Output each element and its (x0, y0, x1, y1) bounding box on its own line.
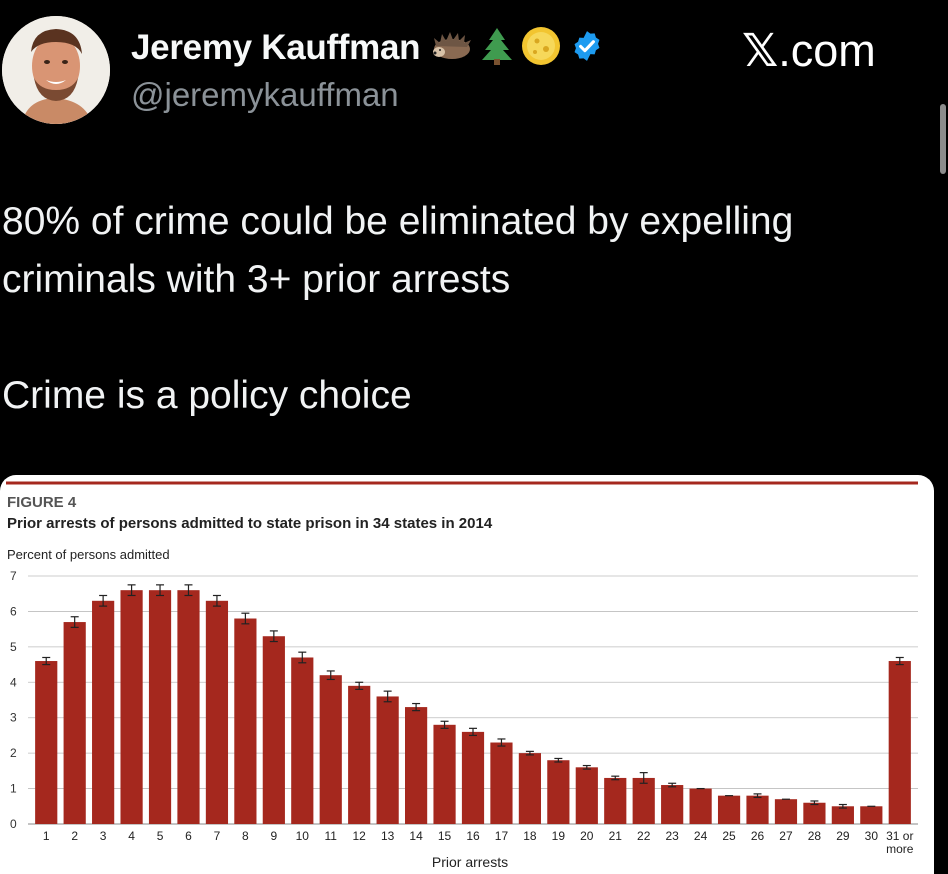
x-tick-label: 16 (466, 829, 480, 843)
bar (575, 767, 598, 824)
bar (291, 657, 314, 824)
bar (518, 753, 541, 824)
x-tick-label: 20 (580, 829, 594, 843)
bar (774, 799, 798, 824)
x-tick-label: 9 (270, 829, 277, 843)
bar (717, 795, 741, 824)
tweet-line: Crime is a policy choice (2, 374, 412, 417)
bar (661, 785, 684, 824)
x-tick-label: 2 (71, 829, 78, 843)
x-axis-label: Prior arrests (432, 854, 508, 870)
bar (803, 802, 826, 824)
y-tick-label: 5 (10, 640, 17, 654)
x-tick-label: 31 or (886, 829, 913, 843)
bar (888, 661, 911, 824)
x-tick-label: 17 (495, 829, 509, 843)
figure-label: FIGURE 4 (7, 494, 77, 511)
x-tick-label: 8 (242, 829, 249, 843)
bar (348, 685, 371, 824)
x-tick-label: 21 (609, 829, 623, 843)
bar (746, 795, 769, 824)
bar (831, 806, 854, 824)
x-tick-label: 26 (751, 829, 765, 843)
bar (547, 760, 570, 824)
x-tick-label: 27 (779, 829, 793, 843)
x-tick-label: 30 (865, 829, 879, 843)
bar-chart: FIGURE 4 Prior arrests of persons admitt… (6, 481, 918, 870)
scrollbar[interactable] (940, 104, 946, 174)
bar (92, 600, 115, 824)
bar (205, 600, 229, 824)
bar (604, 777, 627, 824)
chart-image[interactable]: FIGURE 4 Prior arrests of persons admitt… (0, 475, 934, 874)
x-tick-label: 14 (409, 829, 423, 843)
bar (433, 724, 456, 824)
x-tick-label: 25 (722, 829, 736, 843)
author-name-row: Jeremy Kauffman (131, 26, 604, 70)
x-tick-label: 19 (552, 829, 566, 843)
x-tick-label: 11 (325, 829, 338, 843)
x-tick-label: 22 (637, 829, 651, 843)
verified-badge-icon (570, 29, 604, 68)
y-tick-label: 4 (10, 675, 17, 689)
x-tick-label: 15 (438, 829, 452, 843)
y-tick-label: 3 (10, 711, 17, 725)
x-tick-label: 6 (185, 829, 192, 843)
x-tick-label: 4 (128, 829, 135, 843)
evergreen-tree-icon (480, 26, 514, 71)
x-tick-label: 10 (296, 829, 310, 843)
bar (177, 590, 200, 824)
x-tick-label: 13 (381, 829, 395, 843)
bar (632, 777, 655, 824)
x-tick-label: 23 (665, 829, 679, 843)
y-axis-label: Percent of persons admitted (7, 547, 170, 562)
author-name[interactable]: Jeremy Kauffman (131, 28, 421, 67)
bar (262, 636, 285, 824)
site-domain: .com (778, 25, 876, 76)
bar (234, 618, 257, 824)
chart-title: Prior arrests of persons admitted to sta… (7, 515, 493, 532)
hedgehog-icon (430, 30, 474, 67)
coin-icon (520, 25, 562, 72)
x-tick-label: 7 (214, 829, 221, 843)
tweet-line: criminals with 3+ prior arrests (2, 258, 511, 301)
bar (461, 731, 485, 824)
x-tick-label: 5 (157, 829, 164, 843)
tweet-text: 80% of crime could be eliminated by expe… (2, 193, 902, 425)
tweet-line: 80% of crime could be eliminated by expe… (2, 200, 794, 243)
bar (319, 675, 342, 824)
y-tick-label: 2 (10, 746, 17, 760)
x-tick-label: 12 (353, 829, 367, 843)
avatar[interactable] (2, 16, 110, 124)
x-tick-label: 18 (523, 829, 537, 843)
x-logo-icon: 𝕏 (742, 25, 779, 76)
bar (689, 788, 712, 824)
x-tick-label: 24 (694, 829, 708, 843)
bar (376, 696, 399, 824)
y-tick-label: 7 (10, 569, 17, 583)
y-tick-label: 6 (10, 604, 17, 618)
site-watermark: 𝕏.com (742, 24, 876, 77)
bar (120, 590, 143, 824)
bar (35, 661, 58, 824)
x-tick-label: 29 (836, 829, 850, 843)
bar (490, 742, 513, 824)
x-tick-label: 3 (100, 829, 107, 843)
bar (860, 806, 883, 824)
x-tick-label: 28 (808, 829, 822, 843)
bar (148, 590, 172, 824)
bar (63, 622, 86, 824)
x-tick-label: 1 (43, 829, 50, 843)
x-tick-label: more (886, 842, 914, 856)
author-handle[interactable]: @jeremykauffman (131, 76, 399, 113)
y-tick-label: 0 (10, 817, 17, 831)
bar (405, 707, 428, 824)
y-tick-label: 1 (10, 782, 17, 796)
